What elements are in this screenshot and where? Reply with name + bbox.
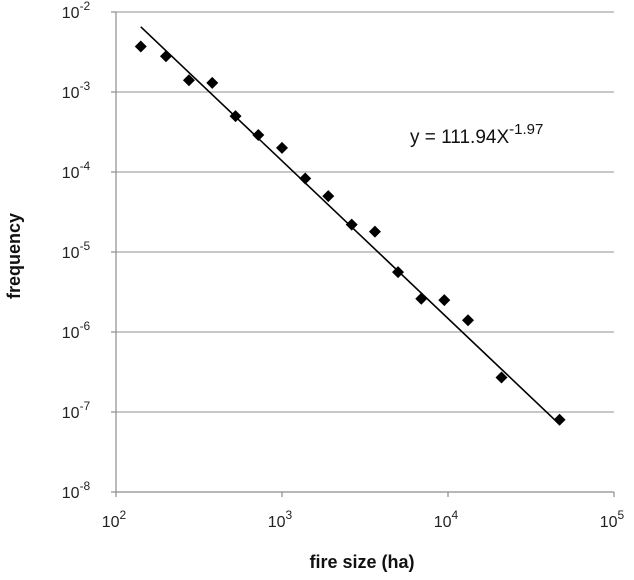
- data-point: [159, 50, 172, 63]
- tick-exponent: -4: [80, 159, 91, 173]
- data-point: [495, 371, 508, 384]
- y-tick-label: 10-6: [62, 319, 91, 342]
- trendline-equation: y = 111.94X-1.97: [410, 121, 543, 148]
- data-point: [182, 74, 195, 87]
- tick-base: 10: [268, 514, 286, 531]
- tick-base: 10: [434, 514, 452, 531]
- axes: [111, 11, 615, 497]
- data-point: [345, 218, 358, 231]
- tick-exponent: 5: [618, 508, 625, 522]
- tick-base: 10: [102, 514, 120, 531]
- data-points: [134, 40, 566, 426]
- data-point: [276, 141, 288, 154]
- tick-base: 10: [62, 405, 80, 422]
- x-tick-label: 103: [268, 508, 293, 531]
- tick-base: 10: [62, 485, 80, 502]
- tick-base: 10: [62, 85, 80, 102]
- tick-exponent: -6: [80, 319, 91, 333]
- tick-exponent: 2: [120, 508, 127, 522]
- tick-exponent: -3: [80, 79, 91, 93]
- tick-base: 10: [600, 514, 618, 531]
- data-point: [206, 76, 219, 89]
- data-point: [252, 129, 265, 142]
- tick-exponent: -5: [80, 239, 91, 253]
- data-point: [322, 190, 335, 203]
- x-tick-label: 104: [434, 508, 459, 531]
- y-tick-label: 10-8: [62, 479, 91, 502]
- tick-base: 10: [62, 5, 80, 22]
- tick-base: 10: [62, 165, 80, 182]
- equation-exponent: -1.97: [509, 121, 543, 138]
- data-point: [438, 294, 451, 307]
- y-axis-title: frequency: [4, 213, 24, 299]
- equation-prefix: y = 111.94X: [410, 127, 509, 148]
- data-point: [392, 266, 405, 279]
- tick-exponent: 4: [452, 508, 459, 522]
- gridlines: [116, 11, 614, 413]
- x-tick-label: 102: [102, 508, 127, 531]
- y-tick-label: 10-7: [62, 399, 91, 422]
- data-point: [229, 110, 242, 123]
- x-axis-title: fire size (ha): [309, 552, 414, 572]
- tick-base: 10: [62, 245, 80, 262]
- tick-exponent: -7: [80, 399, 91, 413]
- y-tick-label: 10-2: [62, 0, 91, 22]
- data-point: [134, 40, 147, 53]
- y-tick-label: 10-5: [62, 239, 91, 262]
- tick-exponent: -2: [80, 0, 91, 13]
- x-tick-label: 105: [600, 508, 625, 531]
- tick-base: 10: [62, 325, 80, 342]
- data-point: [462, 314, 475, 327]
- data-point: [368, 225, 381, 238]
- y-tick-label: 10-3: [62, 79, 91, 102]
- tick-exponent: 3: [286, 508, 293, 522]
- data-point: [415, 292, 428, 305]
- y-tick-label: 10-4: [62, 159, 91, 182]
- tick-exponent: -8: [80, 479, 91, 493]
- data-point: [299, 172, 312, 185]
- data-point: [553, 413, 566, 426]
